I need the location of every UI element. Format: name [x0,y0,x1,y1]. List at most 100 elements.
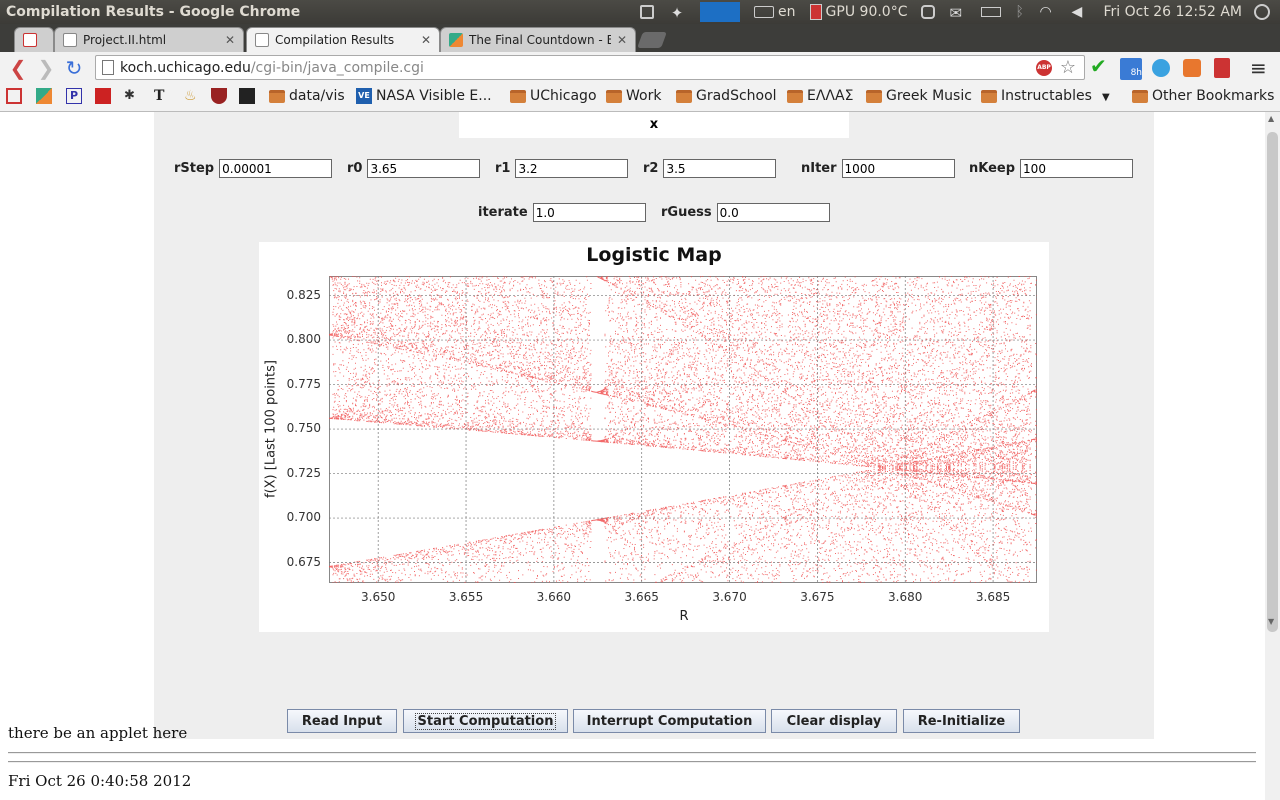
nkeep-label: nKeep [969,161,1016,176]
scroll-down-icon[interactable]: ▼ [1268,617,1275,626]
page-scrollbar[interactable]: ▲ ▼ [1265,112,1280,800]
skype-extension-icon[interactable] [1152,59,1170,77]
adblock-icon[interactable]: ABP [1036,60,1052,76]
bookmark-folder-greek-music[interactable]: Greek Music [866,88,972,104]
mail-icon[interactable]: ✉ [949,4,963,22]
close-icon[interactable]: ✕ [616,33,627,47]
x-tick-label: 3.670 [712,590,747,604]
volume-icon[interactable]: ◀ [1071,4,1083,20]
wifi-icon[interactable]: ◠ [1039,4,1052,20]
battery-icon[interactable] [981,7,1002,17]
interrupt-computation-button[interactable]: Interrupt Computation [573,709,766,733]
calendar-extension-icon[interactable]: 8h [1120,58,1142,80]
close-icon[interactable]: ✕ [420,33,431,47]
checkmark-extension-icon[interactable]: ✔ [1090,54,1107,78]
page-info-icon[interactable] [102,60,114,75]
power-icon[interactable] [1254,4,1270,20]
orange-extension-icon[interactable] [1183,59,1201,77]
photo-icon [239,88,255,104]
bookmark-star-icon[interactable]: ☆ [1059,57,1076,78]
menu-icon[interactable]: ≡ [1250,56,1267,80]
tab-label: Project.II.html [83,33,167,47]
clear-display-button[interactable]: Clear display [771,709,897,733]
close-icon[interactable]: ✕ [224,33,235,47]
bookmark-folder-datavis[interactable]: data/vis [269,88,345,104]
flame-icon: ♨ [184,88,197,104]
notes-icon[interactable] [640,5,655,19]
bookmarks-overflow-chevron-icon[interactable]: ▼ [1102,92,1110,103]
bookmark-shield[interactable] [211,88,231,104]
y-tick-label: 0.700 [286,510,321,525]
niter-input[interactable] [841,159,955,178]
tab-strip: Project.II.html ✕ Compilation Results ✕ … [0,24,1280,52]
book-extension-icon[interactable] [1214,58,1230,78]
horizontal-rule [8,752,1256,754]
gpu-indicator[interactable]: GPU 90.0°C [809,4,908,20]
tab-final-countdown[interactable]: The Final Countdown - Eur ✕ [440,27,636,52]
tab-label: The Final Countdown - Eur [469,33,611,47]
reinitialize-label: Re-Initialize [917,713,1006,729]
back-button[interactable]: ❮ [9,56,27,80]
bookmark-folder-gradschool[interactable]: GradSchool [676,88,777,104]
nkeep-input[interactable] [1020,159,1134,178]
r0-input[interactable] [367,159,481,178]
gpu-temperature-label: GPU 90.0°C [825,4,908,20]
bookmark-nyt[interactable]: T [154,88,174,104]
bookmark-label: Instructables [1001,88,1092,104]
bookmark-play[interactable] [36,88,56,104]
bookmark-gmail[interactable] [6,88,26,104]
keyboard-indicator[interactable]: en [754,4,796,20]
start-computation-button[interactable]: Start Computation [403,709,568,733]
iterate-input[interactable] [532,203,646,222]
app-indicator-icon[interactable] [700,2,741,22]
bookmark-nasa[interactable]: VE NASA Visible E... [356,88,492,104]
rguess-input[interactable] [716,203,830,222]
dropbox-icon[interactable]: ✦ [670,4,684,22]
tab-project-ii[interactable]: Project.II.html ✕ [54,27,244,52]
timestamp-text: Fri Oct 26 0:40:58 2012 [8,772,192,790]
read-input-button[interactable]: Read Input [287,709,397,733]
field-nkeep: nKeep [969,159,1134,178]
bookmark-p[interactable]: P [66,88,86,104]
tab-compilation-results[interactable]: Compilation Results ✕ [246,27,440,52]
keyboard-layout-label: en [778,4,796,20]
bookmark-photo[interactable] [239,88,259,104]
r1-input[interactable] [515,159,629,178]
x-tick-label: 3.650 [361,590,396,604]
bookmark-flame[interactable]: ♨ [184,88,204,104]
x-tick-label: 3.665 [624,590,659,604]
bookmark-folder-work[interactable]: Work [606,88,661,104]
settings-tray-icon[interactable] [921,5,936,19]
iterate-label: iterate [478,205,528,220]
shield-icon [211,88,227,104]
rstep-input[interactable] [219,159,333,178]
reinitialize-button[interactable]: Re-Initialize [903,709,1020,733]
bookmark-folder-ellas[interactable]: ΕΛΛΑΣ [787,88,853,104]
bluetooth-icon[interactable]: ᛒ [1015,4,1024,20]
forward-button[interactable]: ❯ [37,56,55,80]
y-tick-label: 0.750 [286,421,321,436]
folder-icon [676,89,692,103]
r2-input[interactable] [663,159,777,178]
bookmark-folder-other[interactable]: Other Bookmarks [1132,88,1274,104]
browser-toolbar: ❮ ❯ ↻ koch.uchicago.edu/cgi-bin/java_com… [0,52,1280,84]
chart-plot-area [329,276,1037,583]
page-content: x rStep r0 r1 r2 nIter nKeep iterate rGu… [0,112,1280,800]
tab-gmail[interactable] [14,27,54,52]
new-tab-button[interactable] [637,32,667,48]
p-icon: P [66,88,82,104]
document-icon [255,33,269,47]
read-input-label: Read Input [301,713,383,729]
bookmark-folder-uchicago[interactable]: UChicago [510,88,597,104]
interrupt-computation-label: Interrupt Computation [586,713,753,729]
address-bar[interactable]: koch.uchicago.edu/cgi-bin/java_compile.c… [95,55,1085,80]
bookmark-tool[interactable]: ✱ [124,88,144,104]
scroll-thumb[interactable] [1267,132,1278,632]
bookmark-folder-instructables[interactable]: Instructables [981,88,1092,104]
clock[interactable]: Fri Oct 26 12:52 AM [1103,4,1242,20]
scroll-up-icon[interactable]: ▲ [1268,114,1275,123]
reload-button[interactable]: ↻ [65,56,83,80]
bookmark-label: Greek Music [886,88,972,104]
bookmark-news[interactable] [95,88,115,104]
bookmark-label: GradSchool [696,88,777,104]
